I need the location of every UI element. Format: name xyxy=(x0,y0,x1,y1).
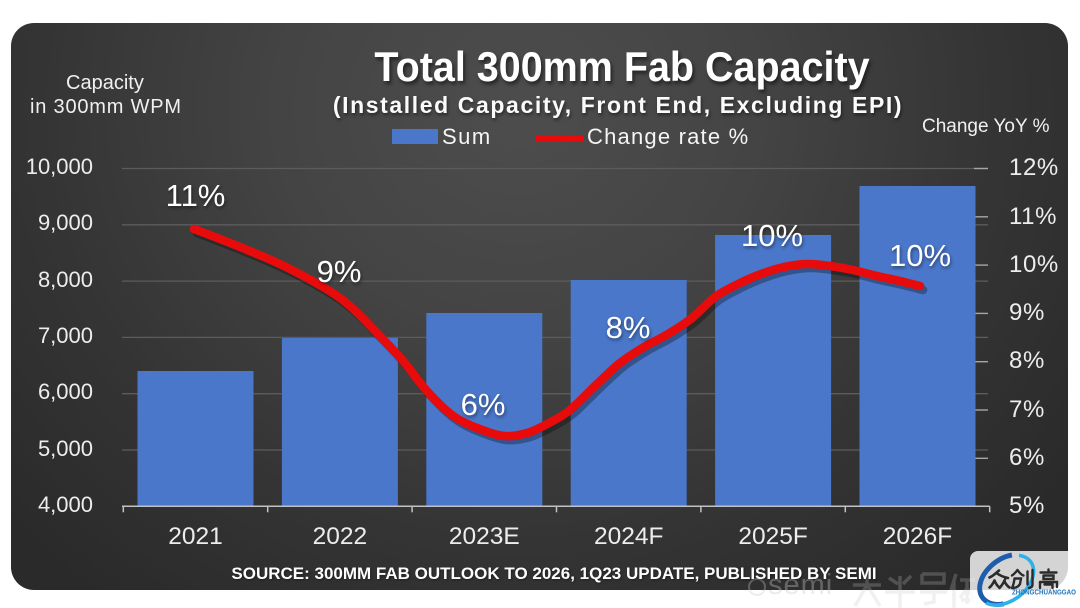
svg-text:semi: semi xyxy=(768,569,833,601)
svg-text:ZHONGCHUANGGAO: ZHONGCHUANGGAO xyxy=(1012,590,1076,597)
